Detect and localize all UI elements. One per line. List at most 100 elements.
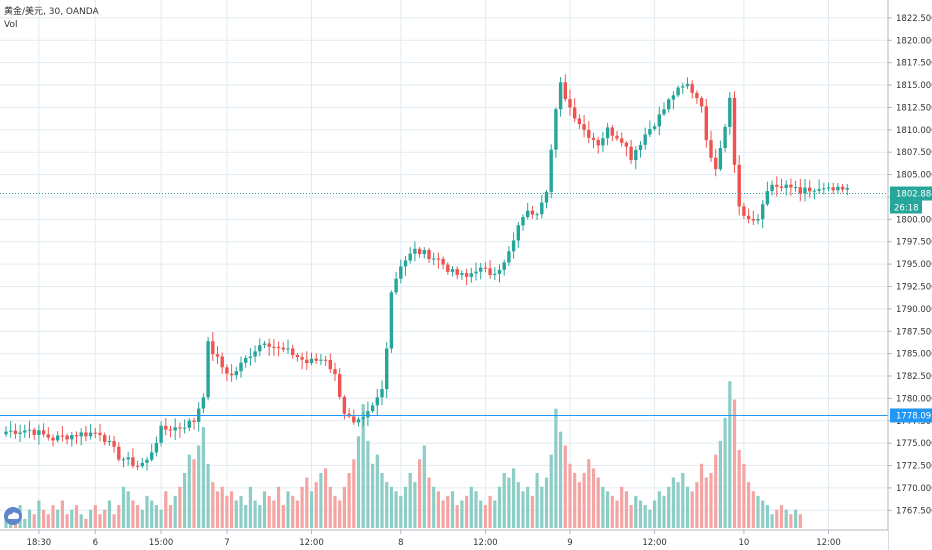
candle	[840, 183, 845, 193]
candle-body	[601, 138, 605, 146]
volume-bar	[690, 491, 694, 528]
candle-body	[295, 355, 300, 358]
candle-body	[98, 432, 102, 436]
volume-bar	[56, 509, 60, 528]
volume-bar	[704, 477, 708, 528]
candle	[793, 180, 798, 192]
candle-body	[493, 273, 497, 275]
candle-body	[276, 346, 281, 348]
volume-bar	[239, 495, 243, 528]
candle	[164, 418, 168, 436]
candle	[831, 182, 835, 195]
candle	[742, 202, 746, 220]
candle-body	[657, 114, 661, 127]
candle	[187, 418, 191, 432]
candle-body	[587, 129, 591, 138]
candle	[610, 124, 614, 142]
candle-body	[840, 186, 845, 190]
candle-body	[577, 118, 582, 125]
candle-body	[145, 459, 149, 463]
candle	[601, 131, 605, 152]
candle	[197, 402, 201, 432]
volume-bar	[145, 495, 149, 528]
price-tick-label: 1785.000	[896, 350, 932, 360]
volume-bar	[413, 482, 417, 528]
candle-body	[526, 210, 530, 218]
candle	[56, 431, 60, 443]
candle	[314, 353, 318, 364]
volume-bar	[385, 482, 389, 528]
volume-bar	[277, 486, 281, 528]
volume-bar	[126, 491, 130, 528]
candle-body	[615, 135, 619, 139]
volume-bar	[568, 463, 572, 528]
candle-body	[535, 214, 539, 216]
candle-body	[93, 432, 97, 434]
volume-bar	[291, 495, 295, 528]
candle-body	[596, 139, 600, 146]
candle-body	[178, 427, 182, 429]
candle-body	[624, 142, 629, 147]
candle	[248, 348, 253, 366]
candle	[662, 102, 666, 117]
volume-bar	[272, 500, 276, 528]
candle	[808, 180, 812, 198]
volume-bar	[676, 482, 680, 528]
candle-body	[239, 362, 243, 372]
price-tick-label: 1805.000	[896, 171, 932, 181]
candle	[347, 408, 351, 419]
volume-bar	[314, 482, 318, 528]
volume-bar	[573, 472, 577, 528]
volume-bar	[89, 509, 93, 528]
crosshair-price-label: 1778.093	[896, 411, 932, 421]
candle-body	[784, 184, 788, 189]
volume-bar	[535, 472, 539, 528]
candle	[145, 456, 149, 471]
volume-bar	[305, 477, 309, 528]
candle	[737, 155, 741, 216]
volume-bar	[103, 509, 107, 528]
volume-bar	[653, 500, 657, 528]
candle-body	[709, 140, 713, 158]
candle	[464, 268, 469, 286]
candle	[98, 423, 102, 442]
volume-bar	[624, 491, 628, 528]
candle-body	[201, 397, 206, 409]
candle-body	[413, 248, 417, 254]
candle-body	[568, 99, 572, 108]
candle	[497, 264, 502, 283]
volume-bar	[366, 440, 370, 528]
candle-body	[187, 420, 191, 428]
candle	[803, 179, 807, 202]
volume-bar	[723, 417, 727, 528]
candle-body	[23, 430, 27, 433]
candle	[549, 144, 553, 199]
volume-bar	[215, 491, 220, 528]
price-tick-label: 1800.000	[896, 215, 932, 225]
candle	[27, 420, 32, 439]
price-tick-label: 1767.500	[896, 506, 932, 516]
candle-body	[507, 251, 511, 263]
volume-bar	[117, 505, 121, 528]
volume-bar	[394, 491, 398, 528]
volume-bar	[201, 427, 205, 528]
candle-body	[135, 465, 140, 467]
volume-bar	[93, 505, 97, 528]
volume-bar	[591, 468, 596, 528]
candle-body	[488, 268, 492, 275]
candle	[154, 436, 159, 457]
candle	[638, 141, 643, 158]
price-tick-label: 1812.500	[896, 103, 932, 113]
volume-bar	[84, 518, 88, 528]
candle-body	[803, 187, 807, 194]
candle-body	[300, 357, 304, 360]
candle-body	[281, 347, 285, 350]
candle	[117, 442, 121, 462]
candle	[140, 457, 144, 469]
candle-body	[103, 435, 107, 443]
volume-bar	[460, 500, 464, 528]
volume-bar	[765, 505, 769, 528]
candle-body	[845, 188, 849, 190]
volume-bar	[361, 404, 365, 528]
